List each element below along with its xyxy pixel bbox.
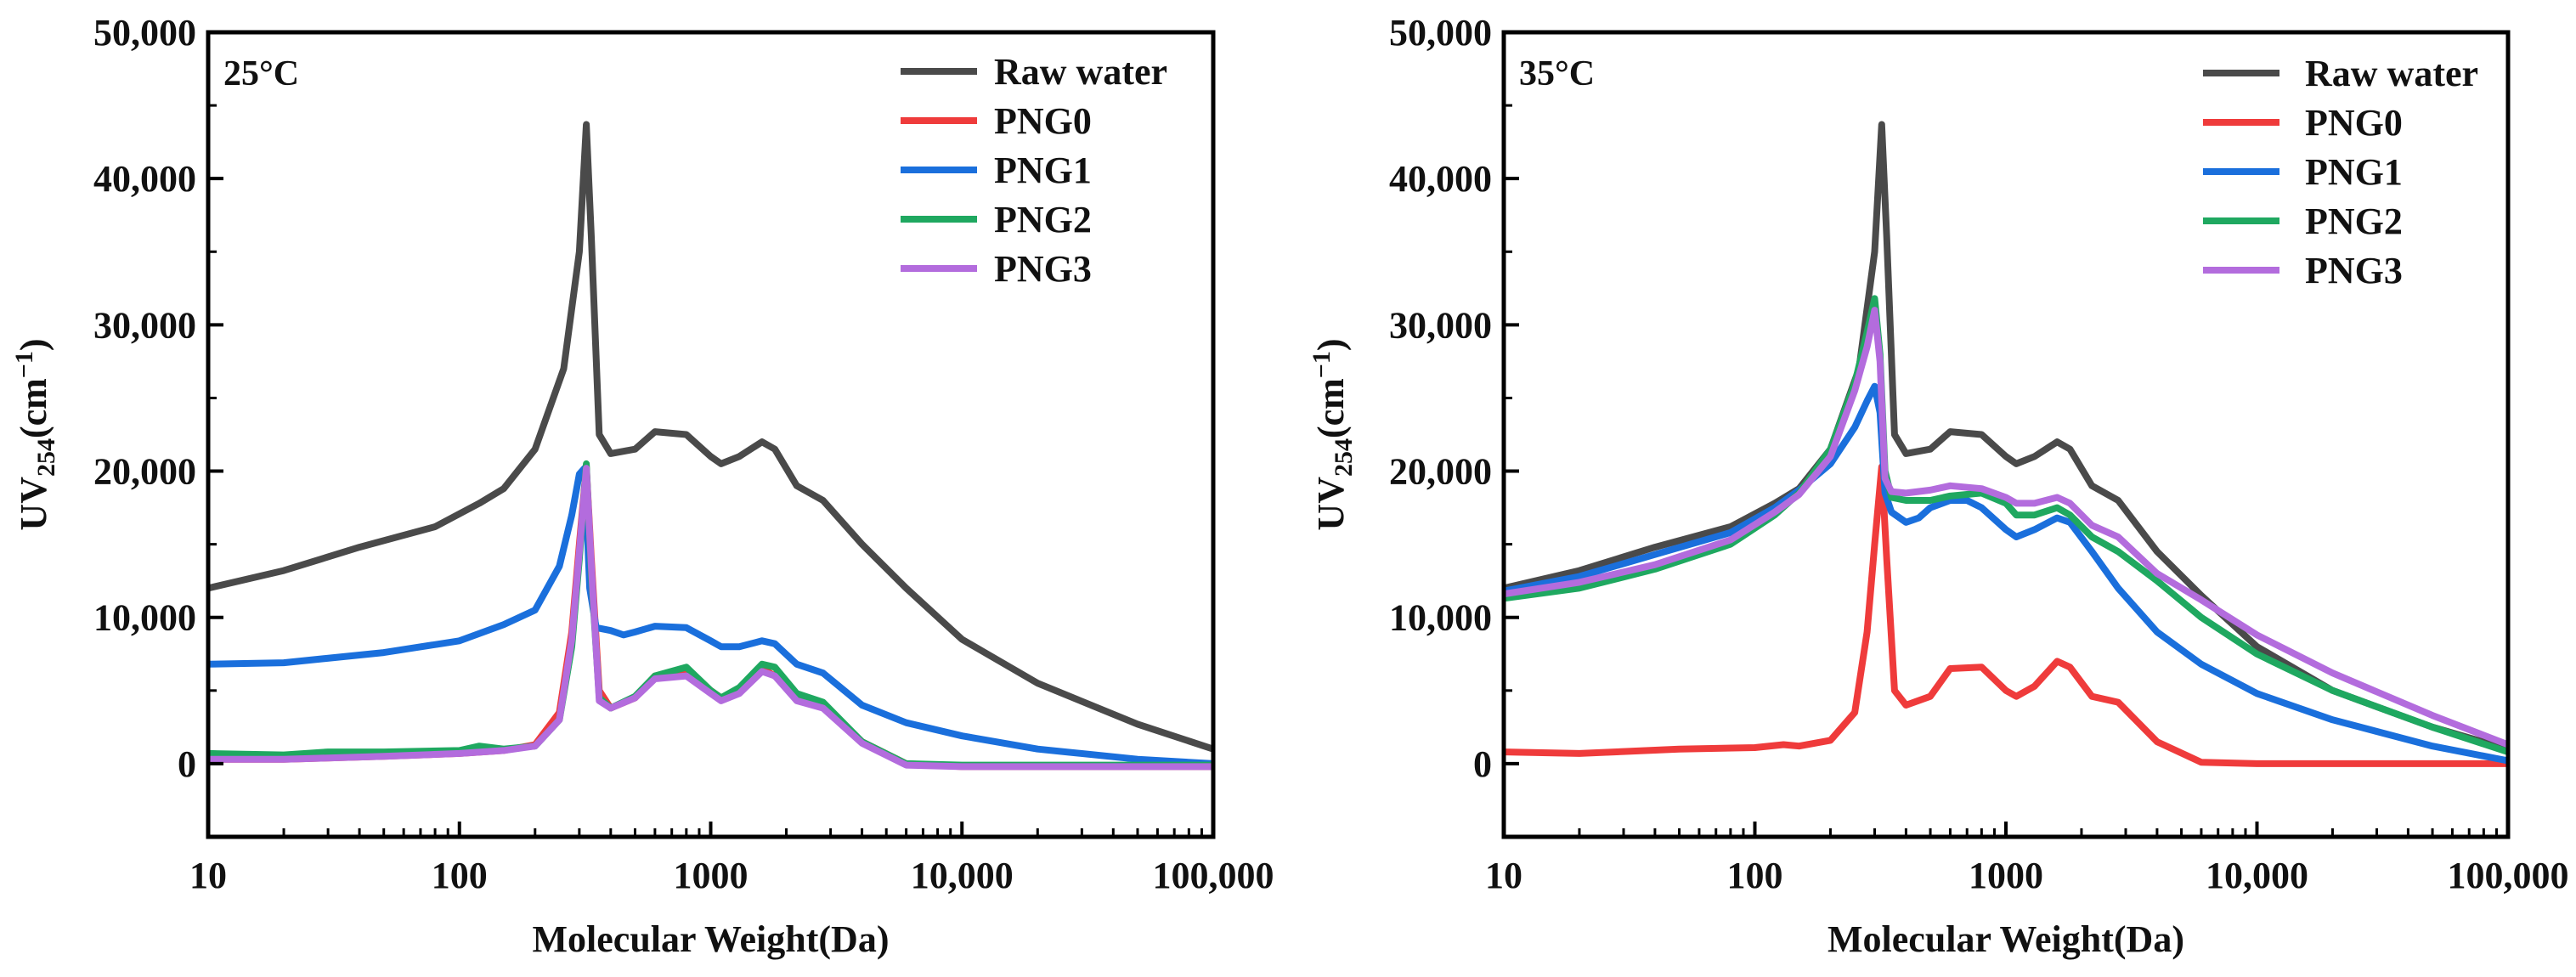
panel-title: 25°C	[223, 54, 299, 93]
y-tick-label: 0	[1473, 743, 1492, 785]
legend-label-raw-water: Raw water	[2305, 53, 2478, 94]
x-axis-title: Molecular Weight(Da)	[1827, 918, 2184, 960]
legend: Raw water PNG0 PNG1 PNG2 PNG3	[2203, 53, 2478, 291]
y-tick-label: 50,000	[1389, 12, 1492, 54]
series-group	[208, 121, 1213, 771]
y-axis-title-unit: (cm	[1310, 378, 1352, 438]
x-tick-label: 100,000	[1153, 855, 1274, 896]
y-axis-title-sup: −1	[10, 351, 38, 378]
y-tick-label: 30,000	[93, 304, 196, 346]
legend-label-png3: PNG3	[2305, 250, 2403, 291]
x-tick-label: 10	[1485, 855, 1522, 896]
y-tick-label: 40,000	[1389, 158, 1492, 200]
legend-label-png1: PNG1	[2305, 151, 2403, 193]
y-axis-title-sup: −1	[1308, 351, 1336, 378]
x-tick-label: 10	[189, 855, 227, 896]
x-tick-label: 100	[1727, 855, 1783, 896]
legend: Raw water PNG0 PNG1 PNG2 PNG3	[901, 51, 1167, 290]
series-line-png0	[208, 463, 1213, 771]
series-line-png3	[1504, 307, 2508, 748]
y-axis-title-close: )	[1310, 338, 1352, 351]
y-axis-title-main: UV	[13, 477, 54, 531]
y-tick-label: 50,000	[93, 12, 196, 54]
legend-label-png3: PNG3	[994, 248, 1092, 290]
series-line-png3	[208, 465, 1213, 771]
chart-panel-1: 10 100 1000 10,000 100,000 0 10,000 20,000 30,00…	[10, 12, 1274, 960]
legend-label-png0: PNG0	[2305, 102, 2403, 144]
series-line-png2	[208, 460, 1213, 769]
y-axis-title: UV254(cm−1)	[10, 338, 60, 530]
x-tick-label: 10,000	[911, 855, 1014, 896]
y-tick-label: 0	[178, 743, 196, 785]
legend-label-raw-water: Raw water	[994, 51, 1167, 93]
y-axis-title-main: UV	[1310, 477, 1352, 531]
x-tick-label: 100,000	[2448, 855, 2569, 896]
legend-label-png0: PNG0	[994, 100, 1092, 142]
series-line-png0	[1504, 463, 2508, 767]
series-line-raw-water	[208, 121, 1213, 753]
series-line-png1	[208, 465, 1213, 767]
y-axis-title-close: )	[13, 338, 54, 351]
x-tick-label: 100	[432, 855, 488, 896]
chart-panel-2: 10 100 1000 10,000 100,000 0 10,000 20,000 30,00…	[1308, 12, 2569, 960]
x-tick-label: 1000	[1969, 855, 2043, 896]
y-tick-label: 20,000	[1389, 451, 1492, 493]
panel-title: 35°C	[1519, 54, 1595, 93]
y-axis-title: UV254(cm−1)	[1308, 338, 1358, 530]
y-axis-title-unit: (cm	[13, 378, 54, 438]
y-axis-title-sub: 254	[1330, 438, 1358, 477]
x-tick-label: 10,000	[2206, 855, 2308, 896]
y-tick-label: 40,000	[93, 158, 196, 200]
x-tick-label: 1000	[674, 855, 749, 896]
legend-label-png1: PNG1	[994, 150, 1092, 191]
y-tick-label: 30,000	[1389, 304, 1492, 346]
y-tick-label: 10,000	[93, 597, 196, 639]
y-tick-label: 20,000	[93, 451, 196, 493]
legend-label-png2: PNG2	[994, 199, 1092, 240]
series-line-png1	[1504, 382, 2508, 765]
x-axis-title: Molecular Weight(Da)	[533, 918, 890, 960]
legend-label-png2: PNG2	[2305, 200, 2403, 242]
y-axis-title-sub: 254	[32, 438, 60, 477]
series-group	[1504, 121, 2508, 767]
y-tick-label: 10,000	[1389, 597, 1492, 639]
